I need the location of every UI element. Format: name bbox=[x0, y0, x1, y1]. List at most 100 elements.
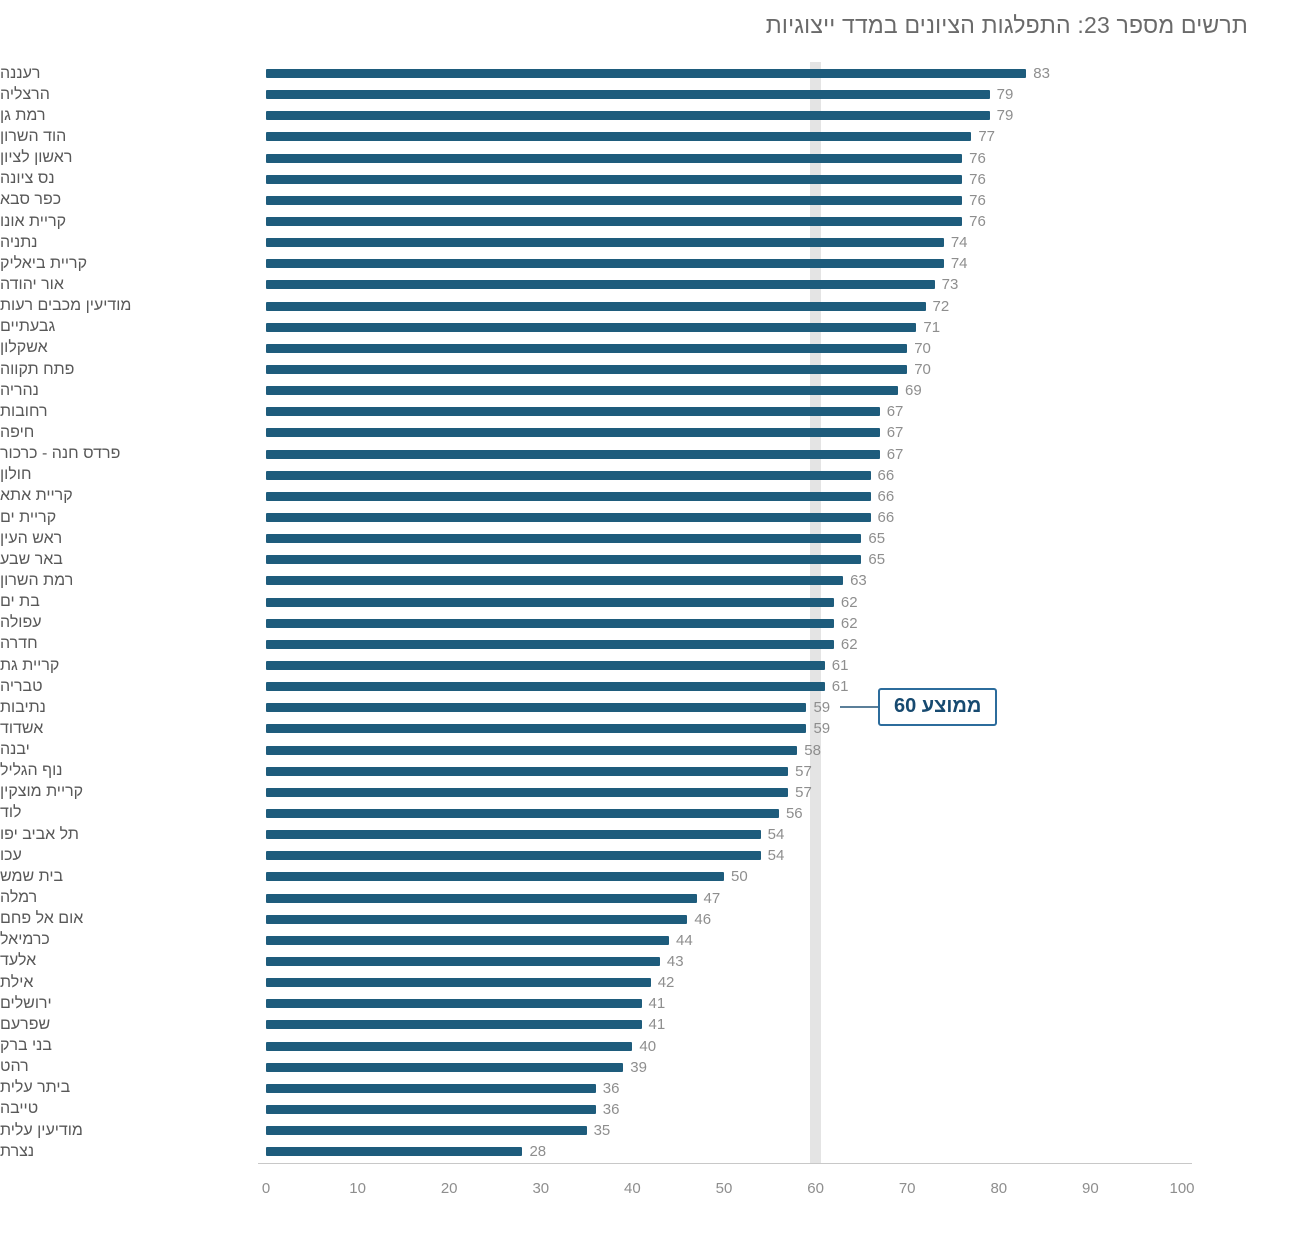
value-label: 71 bbox=[923, 318, 941, 336]
value-label: 61 bbox=[831, 678, 849, 696]
bar-track: 67 bbox=[266, 403, 904, 421]
category-label: אשדוד bbox=[0, 719, 44, 737]
value-label: 79 bbox=[996, 107, 1014, 125]
bar-row: גבעתיים 71 bbox=[0, 317, 1300, 338]
category-label: טבריה bbox=[0, 677, 43, 695]
value-label: 63 bbox=[850, 572, 867, 590]
bar bbox=[266, 745, 798, 755]
bar-track: 36 bbox=[266, 1081, 619, 1096]
bar-row: חיפה 67 bbox=[0, 422, 1300, 443]
bar-row: פרדס חנה - כרכור 67 bbox=[0, 444, 1300, 465]
bar-row: נתיבות 59 bbox=[0, 697, 1300, 718]
bar-track: 59 bbox=[266, 721, 830, 736]
category-label: רמת השרון bbox=[0, 571, 74, 589]
value-label: 44 bbox=[676, 931, 693, 949]
category-label: פתח תקווה bbox=[0, 360, 75, 378]
bar bbox=[266, 1020, 642, 1030]
bar-row: חולון 66 bbox=[0, 465, 1300, 486]
bar-row: כרמיאל 44 bbox=[0, 930, 1300, 951]
bar bbox=[266, 1147, 523, 1157]
value-label: 67 bbox=[886, 403, 904, 421]
bar-track: 66 bbox=[266, 466, 895, 484]
bar-track: 62 bbox=[266, 614, 858, 632]
bar bbox=[266, 534, 862, 544]
average-annotation-box: ממוצע 60 bbox=[878, 688, 998, 726]
bar bbox=[266, 407, 880, 417]
bar bbox=[266, 618, 834, 628]
x-tick-label: 70 bbox=[898, 1180, 916, 1197]
value-label: 62 bbox=[840, 593, 858, 611]
bar bbox=[266, 724, 807, 734]
value-label: 74 bbox=[950, 234, 968, 252]
value-label: 62 bbox=[840, 614, 858, 632]
bar bbox=[266, 682, 825, 692]
bar bbox=[266, 513, 871, 523]
category-label: קריית ביאליק bbox=[0, 254, 87, 272]
bar-row: אילת 42 bbox=[0, 972, 1300, 993]
value-label: 41 bbox=[648, 995, 666, 1013]
chart-title: תרשים מספר 23: התפלגות הציונים במדד ייצו… bbox=[765, 12, 1248, 38]
x-tick-label: 100 bbox=[1169, 1180, 1195, 1197]
category-label: אום אל פחם bbox=[0, 910, 84, 928]
category-label: מודיעין מכבים רעות bbox=[0, 297, 132, 315]
category-label: אלעד bbox=[0, 952, 37, 970]
bar-row: רחובות 67 bbox=[0, 401, 1300, 422]
category-label: קריית אתא bbox=[0, 487, 73, 505]
x-tick-label: 20 bbox=[440, 1180, 458, 1197]
value-label: 74 bbox=[950, 255, 968, 273]
bar bbox=[266, 914, 688, 924]
bar-row: חדרה 62 bbox=[0, 634, 1300, 655]
value-label: 54 bbox=[767, 826, 785, 844]
value-label: 57 bbox=[795, 783, 812, 801]
value-label: 76 bbox=[969, 149, 986, 167]
bar-row: נתניה 74 bbox=[0, 232, 1300, 253]
bar bbox=[266, 1062, 624, 1072]
bar bbox=[266, 999, 642, 1009]
value-label: 70 bbox=[914, 339, 931, 357]
category-label: עכו bbox=[0, 846, 22, 864]
bar bbox=[266, 217, 963, 227]
value-label: 39 bbox=[630, 1058, 647, 1076]
bar bbox=[266, 343, 908, 353]
bar bbox=[266, 703, 807, 713]
bar bbox=[266, 259, 944, 269]
bar-track: 77 bbox=[266, 129, 995, 144]
value-label: 54 bbox=[767, 847, 785, 865]
bar-row: טייבה 36 bbox=[0, 1099, 1300, 1120]
bar-track: 44 bbox=[266, 931, 693, 949]
category-label: אור יהודה bbox=[0, 275, 64, 293]
value-label: 43 bbox=[666, 952, 684, 970]
category-label: כפר סבא bbox=[0, 191, 62, 209]
bar-track: 63 bbox=[266, 572, 867, 590]
bar-track: 61 bbox=[266, 678, 849, 696]
category-label: שפרעם bbox=[0, 1015, 51, 1033]
bar bbox=[266, 639, 834, 649]
bar bbox=[266, 69, 1027, 79]
average-annotation-connector bbox=[840, 706, 880, 708]
value-label: 69 bbox=[905, 382, 922, 400]
value-label: 66 bbox=[877, 466, 895, 484]
bar-track: 57 bbox=[266, 764, 812, 779]
value-label: 67 bbox=[886, 445, 904, 463]
category-label: עפולה bbox=[0, 614, 42, 632]
value-label: 36 bbox=[602, 1100, 620, 1118]
bar bbox=[266, 301, 926, 311]
bar bbox=[266, 449, 880, 459]
bar-track: 65 bbox=[266, 552, 885, 567]
bar-track: 65 bbox=[266, 531, 885, 546]
bar bbox=[266, 1041, 633, 1051]
bar-row: מודיעין מכבים רעות 72 bbox=[0, 296, 1300, 317]
bar-track: 35 bbox=[266, 1122, 611, 1140]
bar-track: 66 bbox=[266, 489, 894, 504]
bar-row: רמת גן 79 bbox=[0, 105, 1300, 126]
value-label: 35 bbox=[593, 1122, 611, 1140]
bar-row: ביתר עלית 36 bbox=[0, 1078, 1300, 1099]
bar-track: 41 bbox=[266, 995, 666, 1013]
bar-row: כפר סבא 76 bbox=[0, 190, 1300, 211]
x-axis-line bbox=[258, 1163, 1192, 1164]
bar-row: אשדוד 59 bbox=[0, 718, 1300, 739]
category-label: תל אביב יפו bbox=[0, 825, 79, 843]
bar-row: טבריה 61 bbox=[0, 676, 1300, 697]
category-label: פרדס חנה - כרכור bbox=[0, 445, 121, 463]
